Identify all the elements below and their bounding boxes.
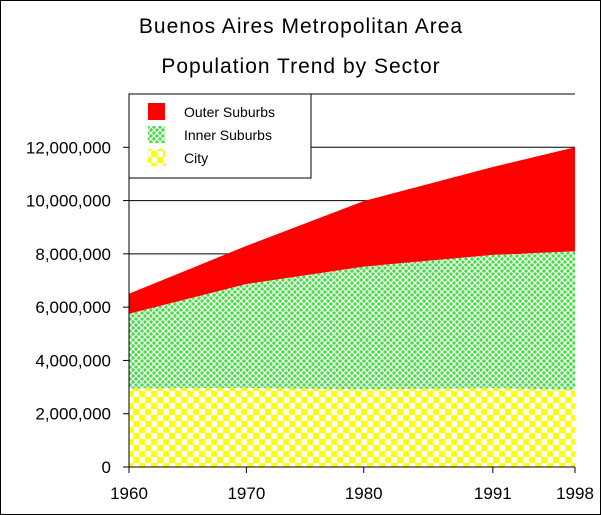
y-tick-label: 12,000,000 [26,138,111,157]
legend-label: City [184,150,208,166]
area-inner-suburbs [129,251,575,390]
y-tick-label: 0 [102,458,111,477]
y-tick-label: 8,000,000 [35,245,111,264]
chart-title: Buenos Aires Metropolitan Area Population… [139,15,463,78]
legend-label: Outer Suburbs [184,104,275,120]
y-tick-label: 6,000,000 [35,298,111,317]
x-tick-label: 1980 [345,484,383,503]
plot-areas [129,147,575,467]
y-tick-label: 4,000,000 [35,351,111,370]
legend-swatch [148,149,165,166]
y-tick-labels: 0 2,000,000 4,000,000 6,000,000 8,000,000 10,… [26,138,111,477]
x-tick-label: 1960 [110,484,148,503]
x-tick-label: 1991 [474,484,512,503]
area-outer-suburbs [129,147,575,314]
title-line-1: Buenos Aires Metropolitan Area [139,15,463,38]
legend-label: Inner Suburbs [184,127,272,143]
x-tick-label: 1970 [227,484,265,503]
title-line-2: Population Trend by Sector [161,55,440,78]
legend-swatch [148,103,165,120]
legend: Outer Suburbs Inner Suburbs City [128,93,312,179]
legend-swatch [148,126,165,143]
y-tick-label: 10,000,000 [26,192,111,211]
y-tick-label: 2,000,000 [35,405,111,424]
x-tick-labels: 1960 1970 1980 1991 1998 [110,484,594,503]
area-city [129,387,575,467]
x-tick-label: 1998 [556,484,594,503]
